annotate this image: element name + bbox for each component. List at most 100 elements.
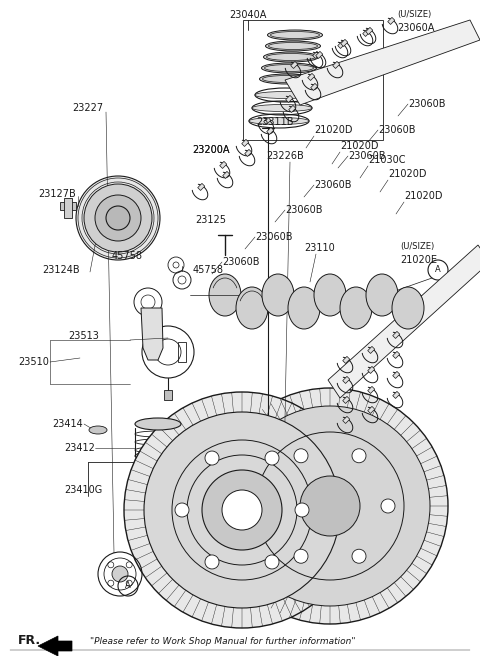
- Circle shape: [175, 503, 189, 517]
- Ellipse shape: [209, 274, 241, 316]
- Text: 45758: 45758: [112, 251, 143, 261]
- Bar: [178, 342, 186, 362]
- Text: 23222: 23222: [360, 295, 391, 305]
- Text: 45758: 45758: [193, 265, 224, 275]
- Ellipse shape: [135, 418, 181, 430]
- Text: 21020D: 21020D: [388, 169, 427, 179]
- Bar: [343, 417, 350, 424]
- Bar: [393, 331, 400, 338]
- Text: 21020D: 21020D: [404, 191, 443, 201]
- Circle shape: [265, 499, 279, 513]
- Bar: [164, 390, 172, 400]
- Text: 23060B: 23060B: [314, 180, 351, 190]
- Text: 23412: 23412: [64, 443, 95, 453]
- Bar: [243, 20, 383, 140]
- Ellipse shape: [314, 274, 346, 316]
- Circle shape: [202, 470, 282, 550]
- Bar: [264, 117, 271, 125]
- Text: FR.: FR.: [18, 634, 41, 647]
- Text: 23311B: 23311B: [256, 117, 293, 127]
- Text: 23510: 23510: [18, 357, 49, 367]
- Ellipse shape: [76, 176, 160, 260]
- Bar: [333, 62, 340, 68]
- Text: 21020E: 21020E: [400, 255, 437, 265]
- Bar: [341, 39, 348, 47]
- Ellipse shape: [89, 426, 107, 434]
- Text: 23200A: 23200A: [192, 145, 229, 155]
- Bar: [60, 202, 76, 210]
- Circle shape: [250, 472, 306, 528]
- Circle shape: [205, 451, 219, 465]
- Bar: [210, 460, 262, 550]
- Bar: [338, 41, 345, 49]
- Polygon shape: [285, 20, 480, 105]
- Bar: [223, 171, 230, 178]
- Bar: [393, 352, 400, 358]
- Bar: [363, 30, 370, 37]
- Text: 23200A: 23200A: [192, 145, 229, 155]
- Circle shape: [295, 503, 309, 517]
- Bar: [343, 396, 350, 403]
- Ellipse shape: [95, 195, 141, 241]
- Text: 23414: 23414: [194, 477, 225, 487]
- Ellipse shape: [264, 52, 319, 62]
- Bar: [288, 106, 296, 112]
- Text: 21020D: 21020D: [340, 141, 379, 151]
- Bar: [64, 198, 72, 218]
- Text: 23513: 23513: [68, 331, 99, 341]
- Ellipse shape: [340, 287, 372, 329]
- Bar: [267, 127, 274, 134]
- Ellipse shape: [252, 104, 312, 112]
- Text: "Please refer to Work Shop Manual for further information": "Please refer to Work Shop Manual for fu…: [90, 638, 356, 647]
- Bar: [308, 73, 315, 81]
- Ellipse shape: [249, 117, 309, 125]
- Ellipse shape: [392, 287, 424, 329]
- Bar: [393, 392, 400, 398]
- Circle shape: [294, 449, 308, 462]
- Text: 23410G: 23410G: [64, 485, 102, 495]
- Ellipse shape: [262, 274, 294, 316]
- Circle shape: [381, 499, 395, 513]
- Text: 23226B: 23226B: [266, 151, 304, 161]
- Text: 23060B: 23060B: [408, 99, 445, 109]
- Text: 23060B: 23060B: [255, 232, 292, 242]
- Text: 23110: 23110: [304, 243, 335, 253]
- Text: 21030C: 21030C: [368, 155, 406, 165]
- Bar: [368, 407, 375, 413]
- Ellipse shape: [236, 287, 268, 329]
- Text: 23124B: 23124B: [42, 265, 80, 275]
- Bar: [368, 367, 375, 373]
- Text: (U/SIZE): (U/SIZE): [400, 241, 434, 251]
- Bar: [245, 150, 252, 157]
- Text: 23227: 23227: [72, 103, 103, 113]
- Bar: [388, 18, 395, 24]
- Bar: [291, 62, 298, 68]
- Ellipse shape: [262, 63, 316, 73]
- Text: 23060B: 23060B: [285, 205, 323, 215]
- Bar: [312, 51, 320, 58]
- Circle shape: [205, 555, 219, 569]
- Bar: [343, 377, 350, 384]
- Circle shape: [265, 555, 279, 569]
- Text: 23414: 23414: [52, 419, 83, 429]
- Bar: [311, 83, 318, 91]
- Circle shape: [222, 490, 262, 530]
- Bar: [286, 95, 293, 102]
- Ellipse shape: [288, 287, 320, 329]
- Text: A: A: [125, 581, 131, 590]
- Polygon shape: [141, 308, 163, 360]
- Ellipse shape: [84, 184, 152, 252]
- Polygon shape: [38, 636, 72, 656]
- Text: (U/SIZE): (U/SIZE): [397, 10, 431, 20]
- Circle shape: [352, 449, 366, 462]
- Circle shape: [294, 549, 308, 564]
- Bar: [393, 371, 400, 379]
- Text: 23060A: 23060A: [397, 23, 434, 33]
- Text: 21020D: 21020D: [314, 125, 352, 135]
- Text: 23060B: 23060B: [378, 125, 416, 135]
- Bar: [242, 139, 249, 146]
- Ellipse shape: [144, 412, 340, 608]
- Bar: [368, 346, 375, 354]
- Ellipse shape: [255, 91, 315, 98]
- Ellipse shape: [260, 74, 314, 84]
